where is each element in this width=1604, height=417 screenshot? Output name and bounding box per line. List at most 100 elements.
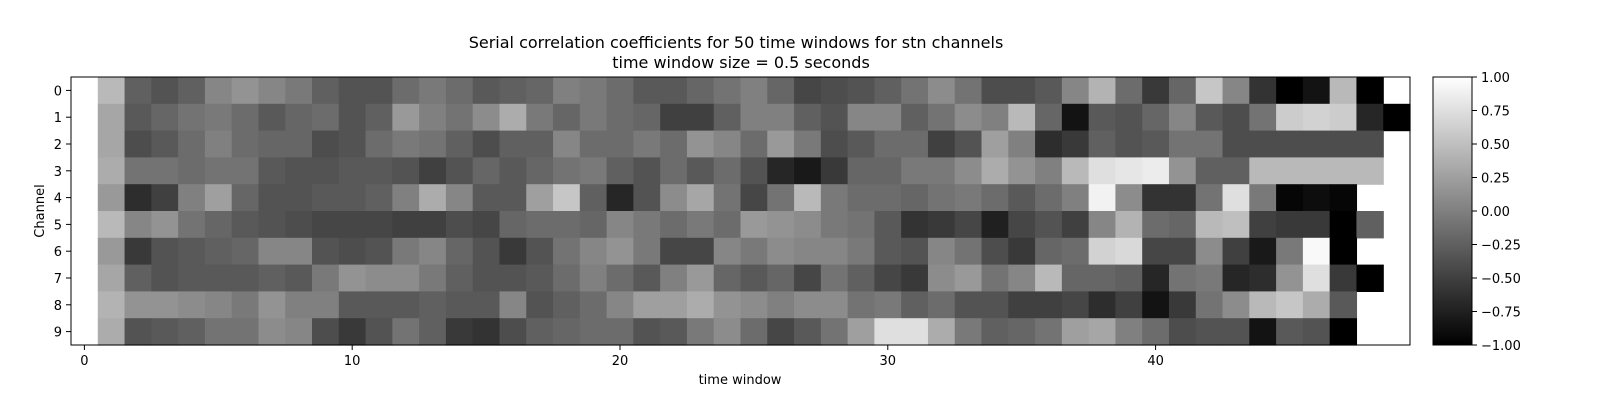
- heatmap-cell: [151, 291, 179, 319]
- heatmap-cell: [151, 77, 179, 105]
- x-tick-label: 10: [344, 354, 361, 369]
- heatmap-cell: [1302, 103, 1331, 132]
- heatmap-cell: [901, 291, 929, 319]
- heatmap-cell: [633, 318, 661, 346]
- heatmap-cell: [1249, 77, 1277, 105]
- heatmap-cell: [660, 77, 688, 105]
- heatmap-cell: [124, 237, 152, 266]
- heatmap-cell: [258, 157, 286, 185]
- heatmap-cell: [365, 77, 393, 105]
- heatmap-cell: [472, 291, 501, 319]
- heatmap-cell: [499, 291, 527, 319]
- heatmap-cell: [1302, 264, 1331, 292]
- heatmap-cell: [606, 318, 634, 346]
- heatmap-cell: [445, 184, 474, 212]
- y-tick-label: 6: [54, 245, 62, 260]
- heatmap-cells: [97, 77, 1411, 346]
- heatmap-cell: [686, 184, 715, 212]
- heatmap-cell: [1142, 77, 1170, 105]
- x-axis-label: time window: [699, 373, 782, 388]
- heatmap-cell: [927, 130, 956, 158]
- heatmap-cell: [124, 211, 152, 239]
- heatmap-cell: [392, 103, 420, 132]
- heatmap-cell: [874, 318, 902, 346]
- heatmap-cell: [365, 130, 393, 158]
- heatmap-cell: [445, 130, 474, 158]
- heatmap-cell: [794, 211, 822, 239]
- heatmap-cell: [1195, 77, 1224, 105]
- heatmap-cell: [820, 237, 849, 266]
- heatmap-cell: [231, 237, 260, 266]
- heatmap-cell: [365, 291, 393, 319]
- heatmap-cell: [686, 211, 715, 239]
- heatmap-cell: [820, 211, 849, 239]
- heatmap-cell: [338, 291, 367, 319]
- heatmap-cell: [285, 318, 313, 346]
- heatmap-cell: [874, 103, 902, 132]
- heatmap-cell: [740, 184, 768, 212]
- heatmap-cell: [231, 157, 260, 185]
- heatmap-cell: [981, 318, 1009, 346]
- heatmap-cell: [1142, 264, 1170, 292]
- heatmap-cell: [285, 291, 313, 319]
- heatmap-cell: [285, 184, 313, 212]
- heatmap-cell: [553, 291, 581, 319]
- heatmap-cell: [499, 130, 527, 158]
- heatmap-cell: [579, 211, 608, 239]
- heatmap-cell: [1329, 211, 1358, 239]
- heatmap-cell: [767, 184, 795, 212]
- colorbar-tick-label: −0.75: [1481, 306, 1521, 321]
- heatmap-cell: [445, 318, 474, 346]
- heatmap-cell: [419, 130, 447, 158]
- heatmap-cell: [660, 264, 688, 292]
- y-axis-ticks: 0 1 2 3 4 5 6 7 8 9: [54, 84, 71, 341]
- heatmap-cell: [526, 103, 554, 132]
- heatmap-cell: [1115, 291, 1143, 319]
- heatmap-cell: [660, 103, 688, 132]
- heatmap-cell: [794, 103, 822, 132]
- heatmap-cell: [338, 103, 367, 132]
- heatmap-cell: [258, 264, 286, 292]
- heatmap-cell: [713, 318, 742, 346]
- heatmap-cell: [1195, 157, 1224, 185]
- heatmap-cell: [1088, 77, 1117, 105]
- heatmap-cell: [874, 130, 902, 158]
- heatmap-cell: [392, 77, 420, 105]
- heatmap-cell: [1195, 291, 1224, 319]
- heatmap-cell: [660, 211, 688, 239]
- heatmap-cell: [1088, 237, 1117, 266]
- heatmap-cell: [285, 103, 313, 132]
- heatmap-cell: [285, 264, 313, 292]
- heatmap-cell: [1302, 157, 1331, 185]
- heatmap-cell: [847, 103, 875, 132]
- heatmap-cell: [338, 264, 367, 292]
- heatmap-cell: [1088, 157, 1117, 185]
- heatmap-cell: [794, 157, 822, 185]
- heatmap-cell: [713, 130, 742, 158]
- heatmap-cell: [312, 130, 340, 158]
- heatmap-cell: [981, 157, 1009, 185]
- heatmap-cell: [740, 77, 768, 105]
- heatmap-cell: [97, 157, 126, 185]
- heatmap-cell: [1302, 130, 1331, 158]
- heatmap-cell: [124, 130, 152, 158]
- heatmap-cell: [365, 103, 393, 132]
- heatmap-cell: [767, 157, 795, 185]
- heatmap-cell: [151, 211, 179, 239]
- heatmap-cell: [1356, 130, 1384, 158]
- heatmap-cell: [579, 318, 608, 346]
- heatmap-cell: [1249, 318, 1277, 346]
- heatmap-cell: [1329, 264, 1358, 292]
- heatmap-cell: [365, 237, 393, 266]
- heatmap-cell: [794, 264, 822, 292]
- heatmap-cell: [151, 157, 179, 185]
- heatmap-cell: [499, 264, 527, 292]
- heatmap-cell: [1088, 103, 1117, 132]
- heatmap-cell: [1115, 318, 1143, 346]
- heatmap-cell: [204, 318, 233, 346]
- heatmap-cell: [954, 318, 983, 346]
- heatmap-cell: [392, 157, 420, 185]
- heatmap-cell: [1222, 211, 1250, 239]
- heatmap-cell: [1249, 130, 1277, 158]
- heatmap-cell: [1276, 184, 1304, 212]
